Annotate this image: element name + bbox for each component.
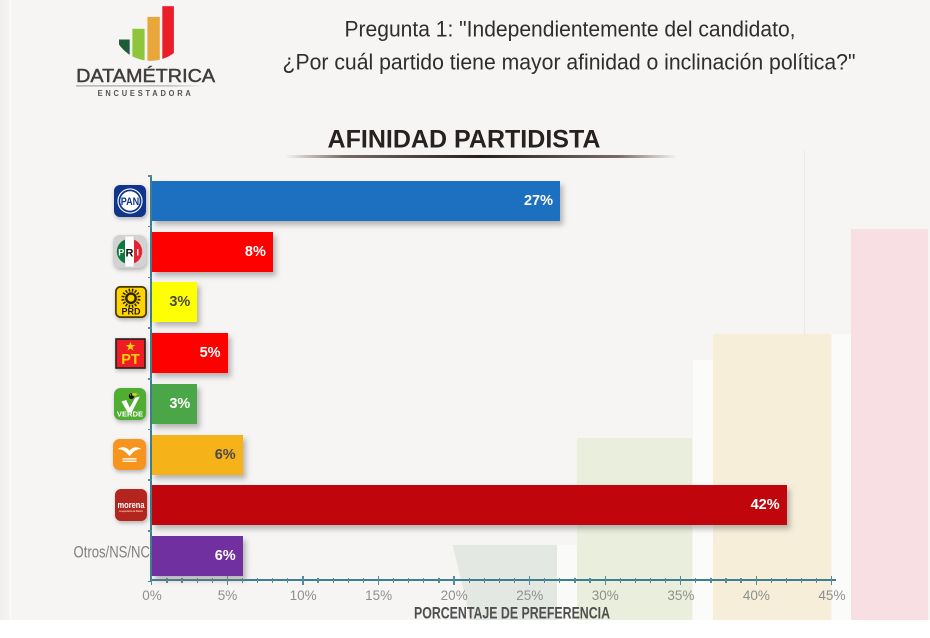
svg-text:VERDE: VERDE — [117, 409, 143, 418]
svg-text:¿Por cuál partido tiene mayor: ¿Por cuál partido tiene mayor afinidad o… — [283, 49, 856, 74]
svg-text:P: P — [118, 247, 124, 257]
svg-text:Otros/NS/NC: Otros/NS/NC — [74, 544, 151, 562]
svg-text:La esperanza de México: La esperanza de México — [119, 509, 143, 513]
svg-text:DATAMÉTRICA: DATAMÉTRICA — [76, 66, 215, 86]
svg-text:Pregunta 1: "Independientement: Pregunta 1: "Independientemente del cand… — [345, 16, 796, 41]
svg-text:PT: PT — [121, 352, 140, 368]
svg-text:R: R — [126, 247, 134, 259]
svg-text:I: I — [137, 247, 140, 257]
svg-text:PORCENTAJE DE PREFERENCIA: PORCENTAJE DE PREFERENCIA — [414, 605, 610, 621]
svg-text:ENCUESTADORA: ENCUESTADORA — [98, 89, 194, 98]
svg-text:PRD: PRD — [121, 307, 141, 317]
svg-text:PAN: PAN — [121, 196, 140, 208]
svg-text:AFINIDAD PARTIDISTA: AFINIDAD PARTIDISTA — [328, 126, 601, 152]
svg-text:morena: morena — [118, 500, 146, 511]
